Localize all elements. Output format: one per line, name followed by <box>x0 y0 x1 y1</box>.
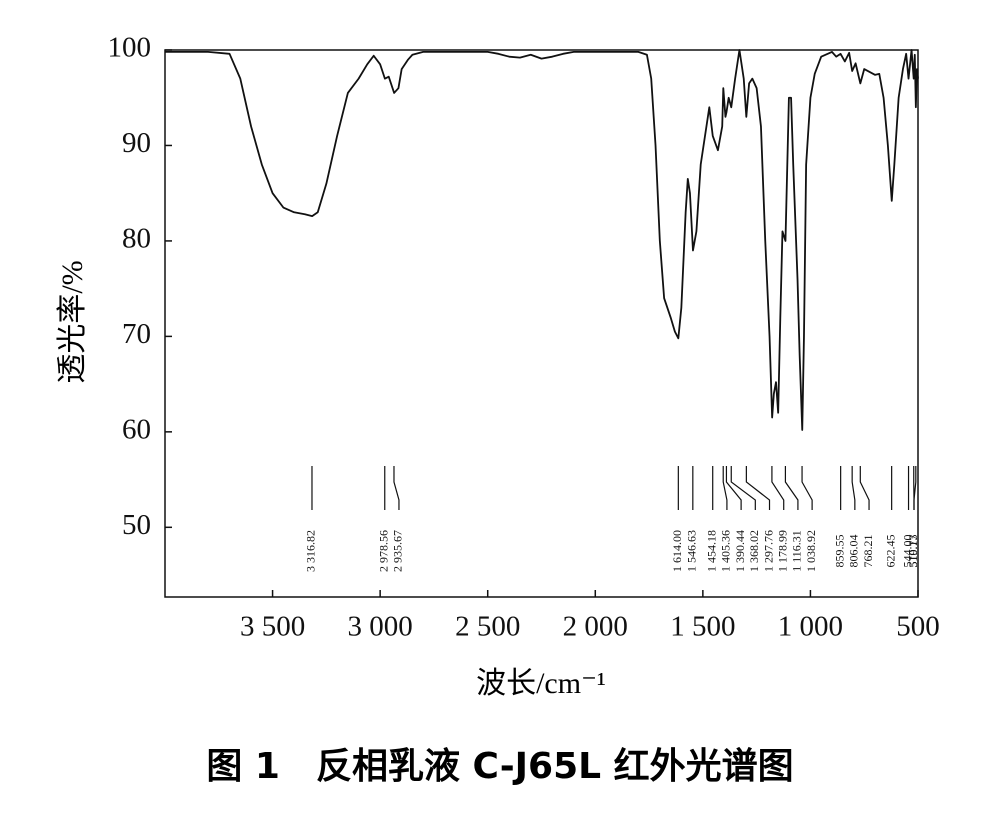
peak-label: 2 978.56 <box>377 530 391 572</box>
peak-label: 1 405.36 <box>719 530 733 572</box>
peak-label: 1 038.92 <box>804 530 818 572</box>
peak-marker <box>730 466 756 510</box>
peak-label: 1 178.99 <box>775 530 789 572</box>
peak-label: 1 116.31 <box>790 530 804 572</box>
peak-marker <box>851 466 856 510</box>
y-tick-label: 60 <box>122 414 151 446</box>
plot-frame <box>164 49 919 598</box>
x-axis-label: 波长/cm⁻¹ <box>476 667 606 700</box>
spectrum-line <box>165 49 919 431</box>
peak-label: 1 390.44 <box>733 530 747 572</box>
caption: 图 1 反相乳液 C-J65L 红外光谱图 <box>206 746 793 787</box>
peak-label: 519.77 <box>906 535 920 568</box>
peak-label: 1 546.63 <box>685 530 699 572</box>
peak-marker <box>801 466 813 510</box>
peak-label: 3 316.82 <box>304 530 318 572</box>
x-tick-label: 2 500 <box>455 611 520 643</box>
peak-marker <box>722 466 728 510</box>
peak-label: 2 935.67 <box>391 530 405 572</box>
peak-marker <box>913 466 917 510</box>
peak-marker <box>784 466 799 510</box>
x-tick-label: 500 <box>896 611 940 643</box>
x-tick-label: 1 000 <box>778 611 843 643</box>
peak-label: 806.04 <box>847 535 861 568</box>
peak-label: 1 614.00 <box>670 530 684 572</box>
y-tick-label: 50 <box>122 509 151 541</box>
peak-marker <box>393 466 400 510</box>
peak-marker <box>859 466 870 510</box>
y-tick-label: 100 <box>108 32 152 64</box>
x-tick-label: 3 000 <box>348 611 413 643</box>
peak-label: 1 297.76 <box>761 530 775 572</box>
peak-label: 510.13 <box>906 535 920 568</box>
x-tick-label: 2 000 <box>563 611 628 643</box>
peak-marker <box>771 466 785 510</box>
peak-marker <box>745 466 771 510</box>
peak-label: 622.45 <box>883 535 897 568</box>
y-tick-label: 90 <box>122 127 151 159</box>
peak-marker <box>725 466 742 510</box>
peak-label: 544.00 <box>900 535 914 568</box>
y-tick-label: 70 <box>122 318 151 350</box>
peak-label: 1 454.18 <box>704 530 718 572</box>
y-tick-label: 80 <box>122 223 151 255</box>
peak-label: 859.55 <box>832 535 846 568</box>
x-tick-label: 3 500 <box>240 611 305 643</box>
peak-label: 1 368.02 <box>747 530 761 572</box>
peak-label: 768.21 <box>861 535 875 568</box>
y-axis-label: 透光率/% <box>56 260 89 383</box>
x-tick-label: 1 500 <box>670 611 735 643</box>
